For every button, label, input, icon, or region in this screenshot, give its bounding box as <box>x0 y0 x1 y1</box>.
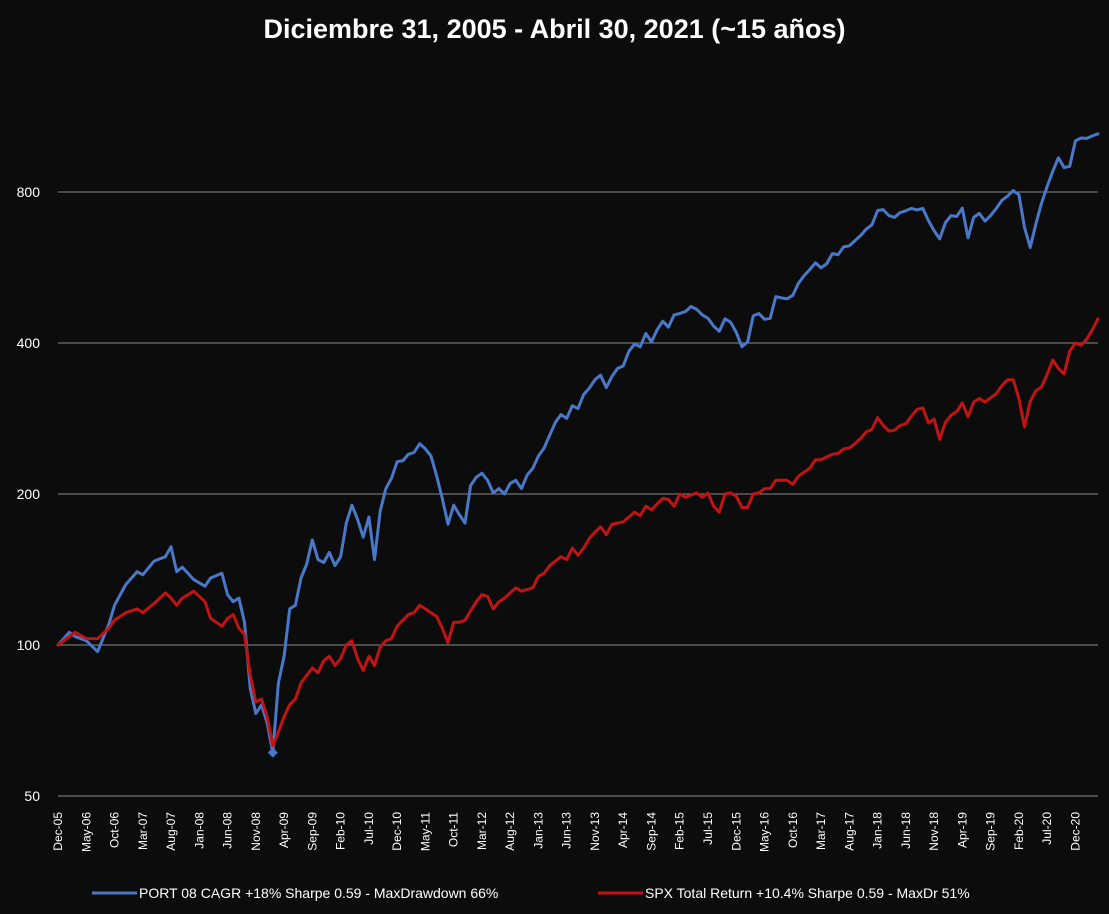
x-tick-label: Nov-18 <box>927 812 941 851</box>
x-tick-label: Nov-08 <box>249 812 263 851</box>
x-tick-label: Sep-09 <box>305 812 319 851</box>
series-line-port <box>56 132 1100 755</box>
legend-label-spx: SPX Total Return +10.4% Sharpe 0.59 - Ma… <box>645 885 970 901</box>
x-tick-label: Jul-10 <box>362 812 376 845</box>
x-tick-label: Jun-13 <box>560 812 574 849</box>
series-line-spx <box>56 317 1100 748</box>
x-tick-label: May-16 <box>758 812 772 852</box>
grid-layer <box>58 191 1098 797</box>
x-tick-label: Mar-17 <box>814 812 828 850</box>
x-tick-label: May-06 <box>79 812 93 852</box>
x-tick-label: Aug-12 <box>503 812 517 851</box>
x-tick-label: Aug-17 <box>842 812 856 851</box>
x-tick-label: Jan-18 <box>871 812 885 849</box>
x-tick-label: Feb-10 <box>334 812 348 850</box>
x-tick-label: Jul-20 <box>1040 812 1054 845</box>
series-layer <box>56 132 1100 758</box>
x-tick-label: Jun-08 <box>221 812 235 849</box>
x-tick-label: Sep-19 <box>984 812 998 851</box>
x-tick-label: Oct-11 <box>447 812 461 847</box>
x-tick-label: Dec-05 <box>51 812 65 851</box>
x-tick-label: Apr-14 <box>616 812 630 848</box>
y-tick-label: 50 <box>24 788 40 804</box>
y-tick-label: 800 <box>17 184 41 200</box>
x-tick-label: Oct-06 <box>108 812 122 848</box>
x-tick-label: Apr-19 <box>955 812 969 848</box>
y-tick-label: 400 <box>17 335 41 351</box>
legend-label-port: PORT 08 CAGR +18% Sharpe 0.59 - MaxDrawd… <box>139 885 498 901</box>
x-axis-ticks: Dec-05 May-06 Oct-06 Mar-07 Aug-07 Jan-08 Jun-… <box>51 812 1082 852</box>
chart-title: Diciembre 31, 2005 - Abril 30, 2021 (~15… <box>263 14 846 44</box>
y-axis-ticks: 50 100 200 400 800 <box>17 184 41 804</box>
x-tick-label: Sep-14 <box>644 812 658 851</box>
x-tick-label: May-11 <box>418 812 432 851</box>
x-tick-label: Feb-15 <box>673 812 687 850</box>
y-tick-label: 100 <box>17 637 41 653</box>
x-tick-label: Jul-15 <box>701 812 715 845</box>
x-tick-label: Jun-18 <box>899 812 913 849</box>
x-tick-label: Dec-15 <box>729 812 743 851</box>
y-tick-label: 200 <box>17 486 41 502</box>
x-tick-label: Feb-20 <box>1012 812 1026 850</box>
x-tick-label: Mar-07 <box>136 812 150 850</box>
x-tick-label: Dec-10 <box>390 812 404 851</box>
legend: PORT 08 CAGR +18% Sharpe 0.59 - MaxDrawd… <box>92 885 970 901</box>
x-tick-label: Jan-08 <box>192 812 206 849</box>
x-tick-label: Jan-13 <box>531 812 545 849</box>
x-tick-label: Aug-07 <box>164 812 178 851</box>
min-point-marker <box>267 747 278 758</box>
x-tick-label: Mar-12 <box>475 812 489 850</box>
x-tick-label: Nov-13 <box>588 812 602 851</box>
x-tick-label: Dec-20 <box>1068 812 1082 851</box>
x-tick-label: Apr-09 <box>277 812 291 848</box>
x-tick-label: Oct-16 <box>786 812 800 848</box>
